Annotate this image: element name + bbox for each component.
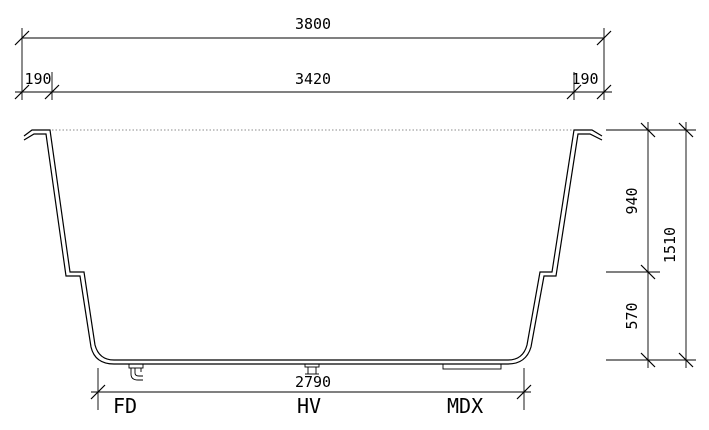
dim-bottom-width: 2790 xyxy=(90,368,532,410)
fd-label: FD xyxy=(113,394,137,418)
mdx-fitting xyxy=(442,363,502,370)
dim-inner-width-label: 3420 xyxy=(295,70,331,88)
dim-flange-right-label: 190 xyxy=(571,70,598,88)
dim-overall-width: 3800 xyxy=(14,15,612,80)
dim-total-height-label: 1510 xyxy=(661,227,679,263)
dim-lower-height-label: 570 xyxy=(623,302,641,329)
dim-flange-left-label: 190 xyxy=(24,70,51,88)
fd-fitting xyxy=(128,363,144,381)
dim-overall-width-label: 3800 xyxy=(295,15,331,33)
mdx-label: MDX xyxy=(447,394,483,418)
pool-basin-outline xyxy=(23,129,603,365)
dim-bottom-width-label: 2790 xyxy=(295,373,331,391)
dim-upper-height-label: 940 xyxy=(623,187,641,214)
hv-label: HV xyxy=(297,394,321,418)
dim-vertical: 940 570 1510 xyxy=(606,122,696,368)
dim-inner-row: 190 3420 190 xyxy=(14,70,612,100)
hv-fitting xyxy=(304,363,320,375)
